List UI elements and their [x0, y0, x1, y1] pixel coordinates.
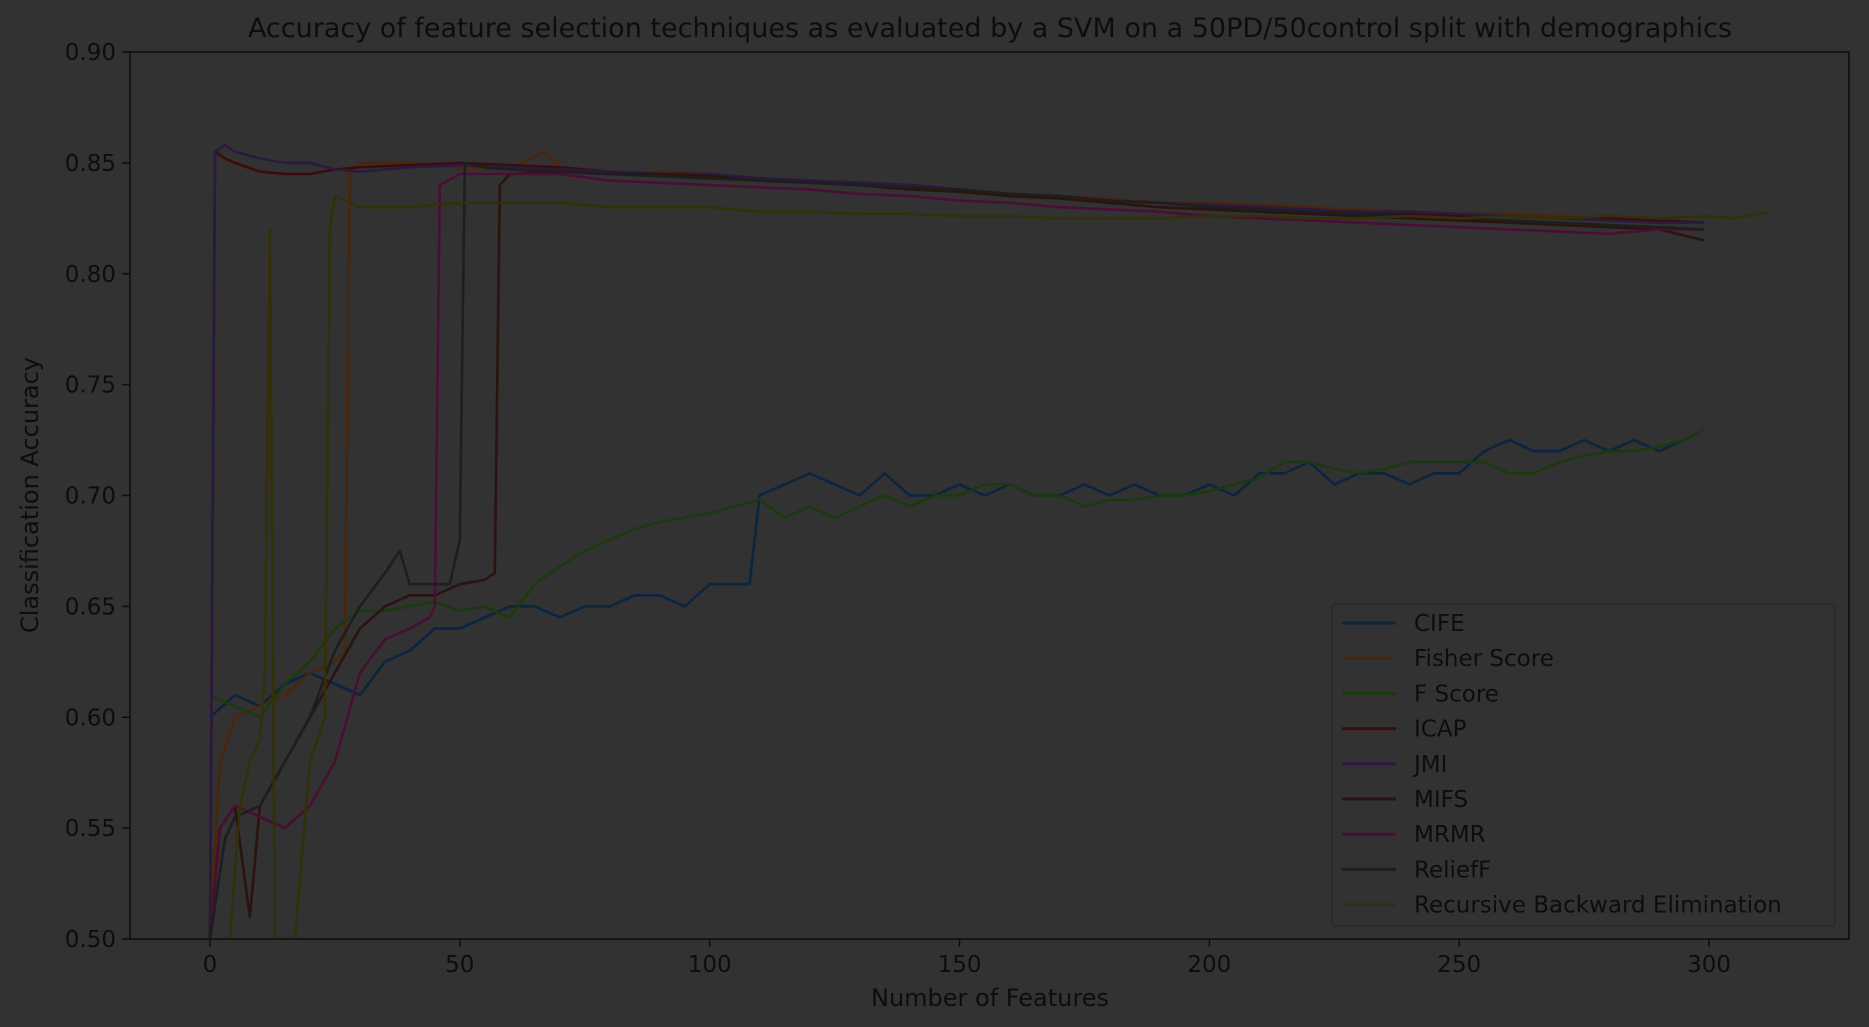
legend-label: MRMR: [1414, 822, 1486, 848]
legend-label: F Score: [1414, 681, 1499, 707]
x-axis: 0 50 100 150 200 250 300: [203, 939, 1731, 978]
x-tick-label: 0: [203, 952, 218, 978]
legend-label: CIFE: [1414, 611, 1465, 637]
y-tick-label: 0.80: [65, 262, 116, 288]
series-line-recursive-backward-elimination: [228, 194, 1770, 939]
y-tick-label: 0.65: [65, 594, 116, 620]
y-axis: 0.50 0.55 0.60 0.65 0.70 0.75 0.80 0.85 0.90: [65, 40, 130, 953]
x-axis-label: Number of Features: [871, 984, 1109, 1012]
x-tick-label: 300: [1687, 952, 1731, 978]
y-tick-label: 0.85: [65, 151, 116, 177]
legend-label: ICAP: [1414, 717, 1467, 743]
series-line-relieff: [208, 161, 1705, 939]
plot-area: [129, 51, 1850, 940]
series-line-jmi: [208, 143, 1705, 939]
series-line-f-score: [209, 427, 1705, 719]
series-line-mrmr: [208, 172, 1705, 939]
y-tick-label: 0.50: [65, 927, 116, 953]
series-lines: [208, 143, 1770, 939]
legend-label: MIFS: [1414, 787, 1468, 813]
legend-label: JMI: [1412, 752, 1447, 778]
y-tick-label: 0.70: [65, 484, 116, 510]
y-tick-label: 0.75: [65, 373, 116, 399]
legend: CIFE Fisher Score F Score ICAP JMI MIFS MRMR Re…: [1331, 603, 1836, 927]
y-tick-label: 0.90: [65, 40, 116, 66]
x-tick-label: 250: [1437, 952, 1481, 978]
y-tick-label: 0.60: [65, 705, 116, 731]
y-tick-label: 0.55: [65, 816, 116, 842]
series-line-cife: [209, 427, 1705, 719]
y-axis-label: Classification Accuracy: [16, 357, 44, 633]
x-tick-label: 150: [938, 952, 982, 978]
legend-box: [1331, 603, 1836, 927]
x-tick-label: 100: [688, 952, 732, 978]
legend-label: Recursive Backward Elimination: [1414, 893, 1782, 919]
legend-label: Fisher Score: [1414, 646, 1554, 672]
legend-label: ReliefF: [1414, 857, 1491, 883]
x-tick-label: 50: [445, 952, 474, 978]
x-tick-label: 200: [1187, 952, 1231, 978]
chart-title: Accuracy of feature selection techniques…: [248, 13, 1732, 44]
